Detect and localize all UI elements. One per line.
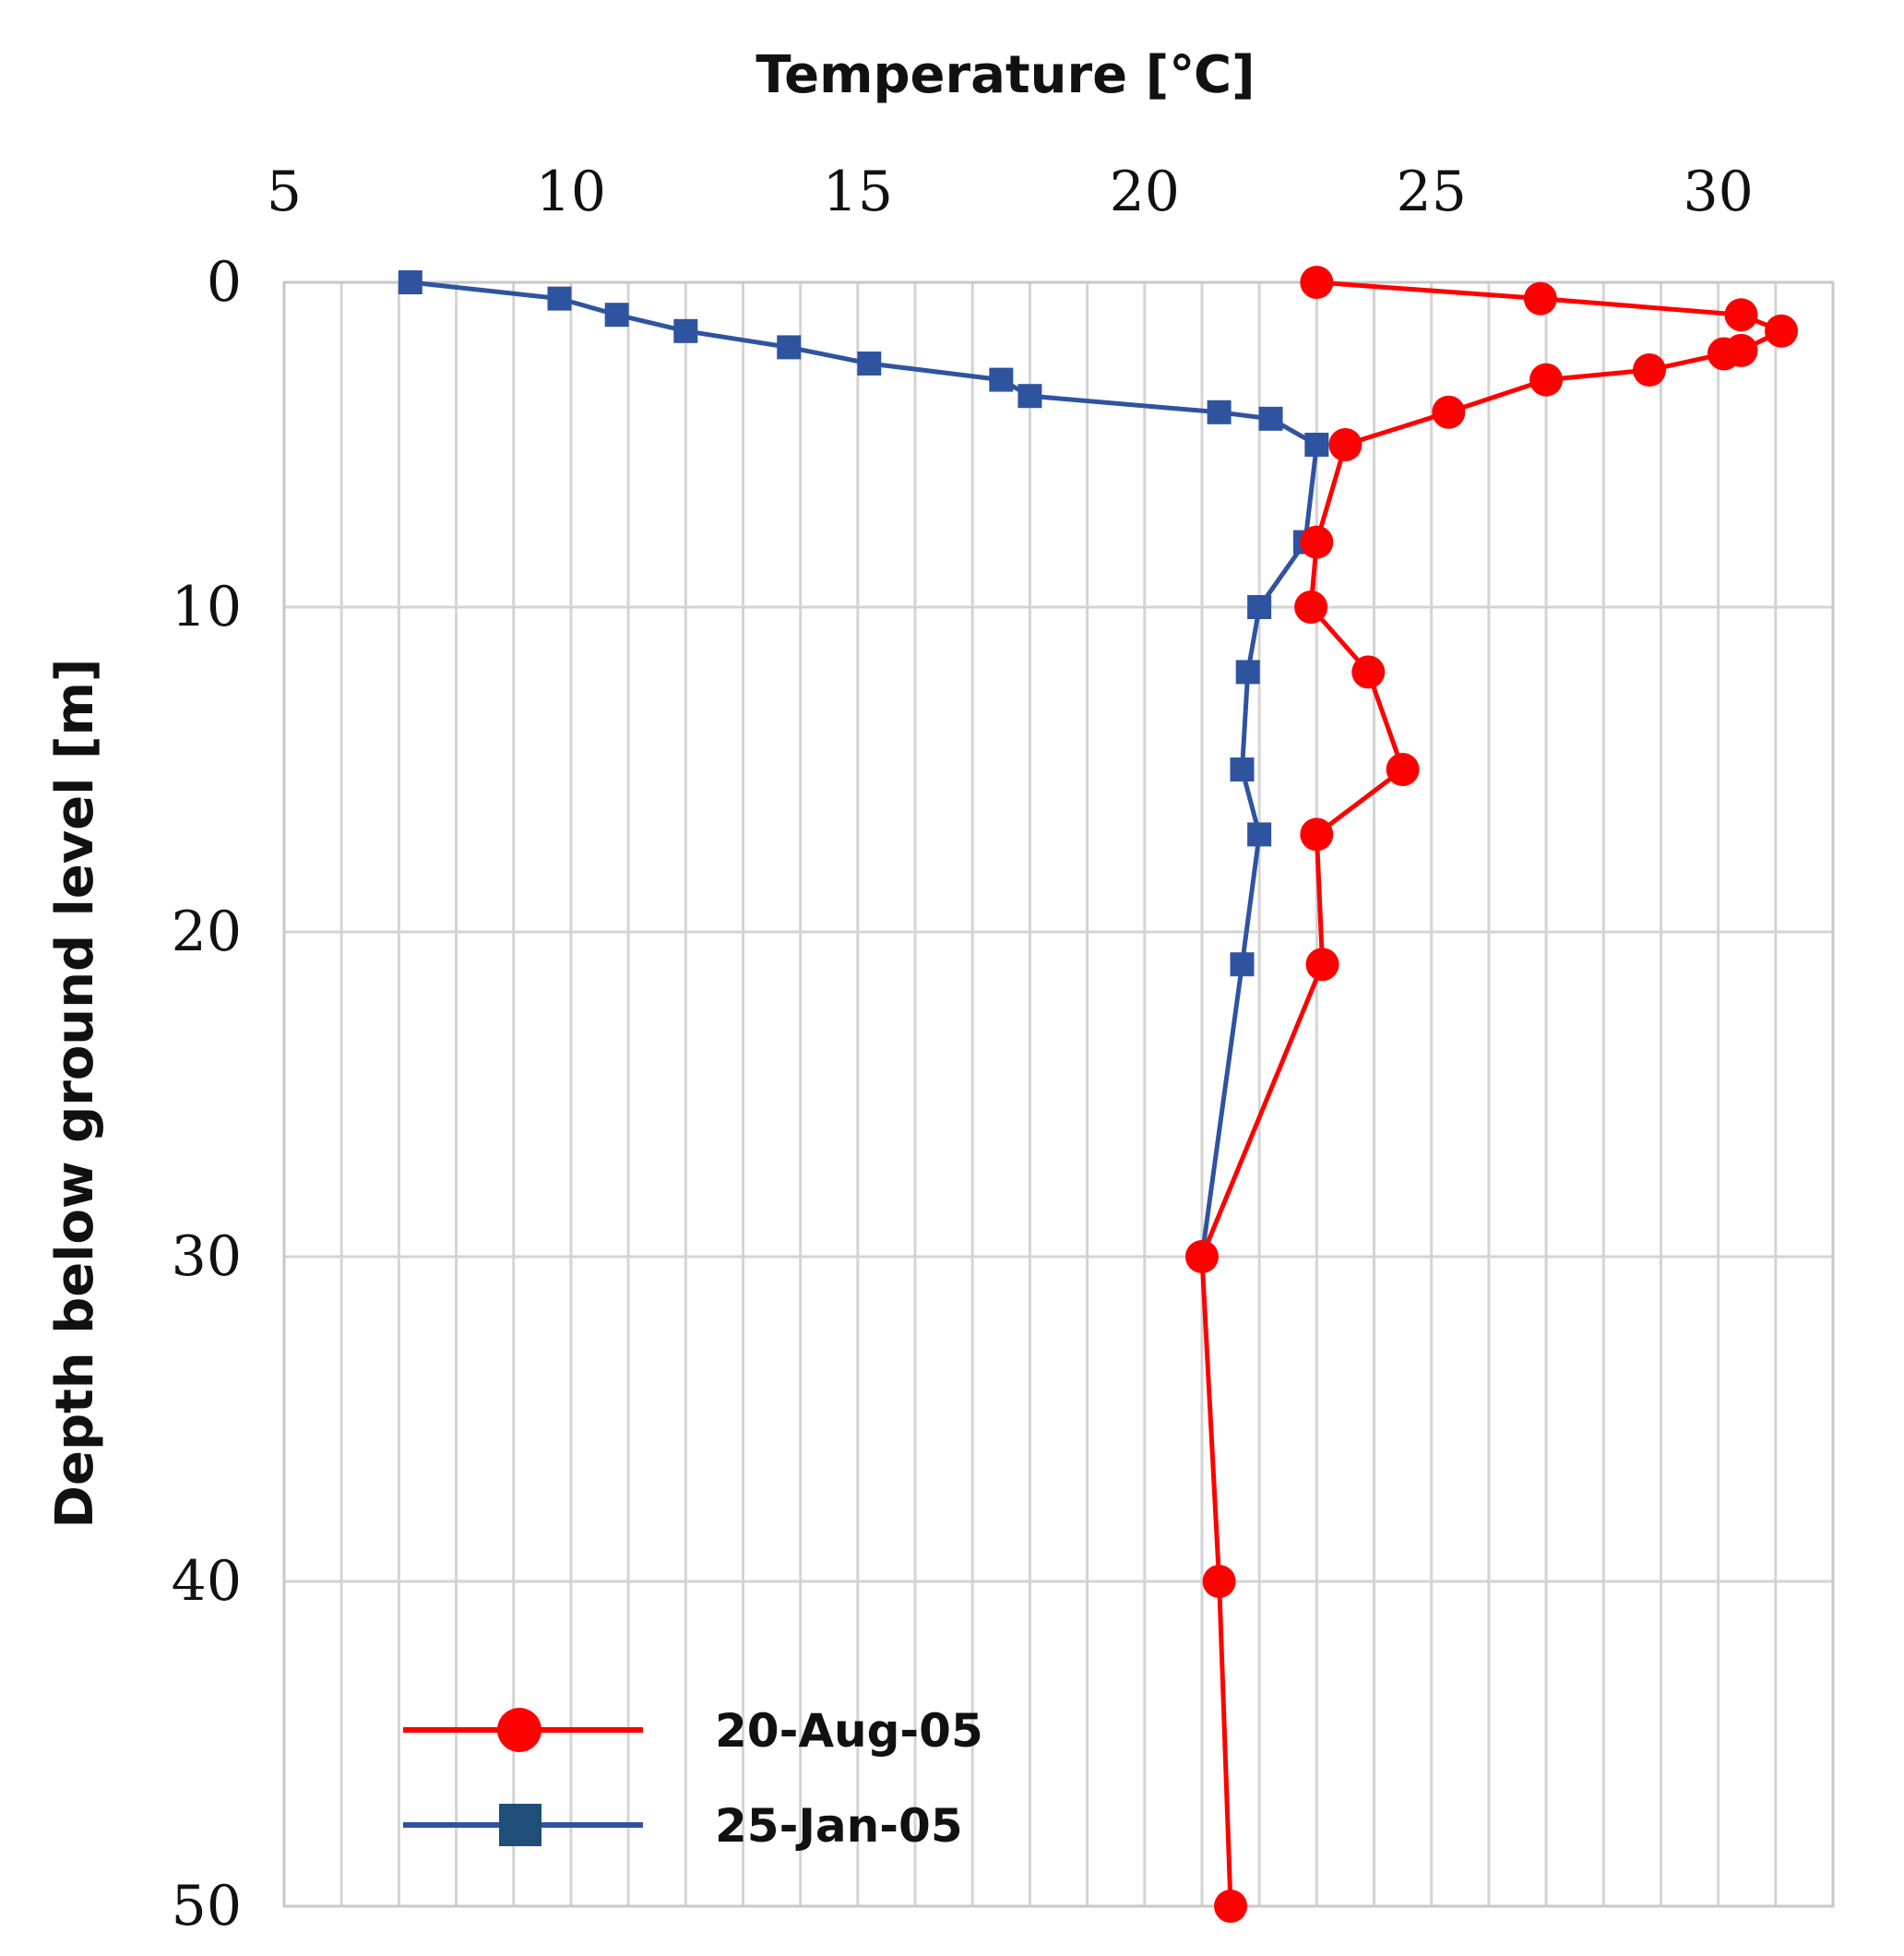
data-point-square [1304,433,1329,457]
data-point-circle [1294,590,1328,624]
x-tick-label: 20 [1110,160,1180,224]
data-point-square [1247,595,1272,619]
x-tick-label: 15 [823,160,893,224]
data-point-circle [1707,337,1741,371]
data-point-square [1230,952,1255,977]
data-point-circle [1386,753,1420,786]
legend-marker-circle [497,1708,541,1752]
data-point-square [1247,822,1272,847]
y-tick-label: 30 [172,1224,242,1289]
data-point-square [604,303,629,328]
data-point-square [1230,757,1255,781]
data-point-square [857,352,882,376]
data-point-square [1235,660,1260,685]
x-tick-label: 25 [1397,160,1467,224]
data-point-square [547,286,572,311]
y-tick-label: 10 [172,575,242,639]
y-tick-label: 40 [172,1549,242,1614]
legend-label-jan: 25-Jan-05 [715,1799,963,1853]
data-point-circle [1328,428,1363,461]
y-tick-label: 20 [172,900,242,964]
data-point-circle [1214,1890,1248,1923]
x-tick-label: 5 [267,160,302,224]
data-point-circle [1300,525,1334,559]
data-point-circle [1765,314,1799,348]
series-group [398,266,1799,1923]
data-point-square [989,367,1014,392]
x-tick-label: 30 [1683,160,1753,224]
data-point-circle [1184,1240,1219,1273]
grid [284,280,1833,1908]
data-point-circle [1202,1565,1236,1598]
y-tick-label: 50 [172,1874,242,1938]
legend-marker-square [499,1804,541,1846]
data-point-circle [1529,363,1564,397]
plot-frame [282,280,1835,1908]
x-tick-labels: 5 10 15 20 25 30 [267,160,1754,224]
plot-border [282,280,1835,1908]
y-tick-label: 0 [207,250,242,315]
data-point-circle [1523,281,1557,316]
y-tick-labels: 0 10 20 30 40 50 [172,250,242,1938]
data-point-square [777,335,802,360]
data-point-circle [1351,655,1386,689]
data-point-square [1258,406,1283,431]
data-point-circle [1633,353,1667,388]
x-tick-label: 10 [536,160,606,224]
data-point-circle [1300,817,1334,852]
data-point-square [1207,400,1232,424]
data-point-circle [1432,395,1466,429]
y-axis-title: Depth below ground level [m] [45,658,105,1528]
data-point-circle [1724,298,1758,332]
data-point-circle [1300,266,1334,299]
series-aug [1184,266,1799,1923]
legend: 20-Aug-05 25-Jan-05 [403,1704,983,1853]
data-point-square [398,270,422,294]
data-point-square [673,318,698,343]
data-point-square [1017,384,1042,409]
legend-entry-jan: 25-Jan-05 [403,1799,963,1853]
legend-entry-aug: 20-Aug-05 [403,1704,983,1758]
data-point-circle [1305,948,1339,982]
x-axis-title: Temperature [℃] [756,45,1255,105]
legend-label-aug: 20-Aug-05 [715,1704,983,1758]
